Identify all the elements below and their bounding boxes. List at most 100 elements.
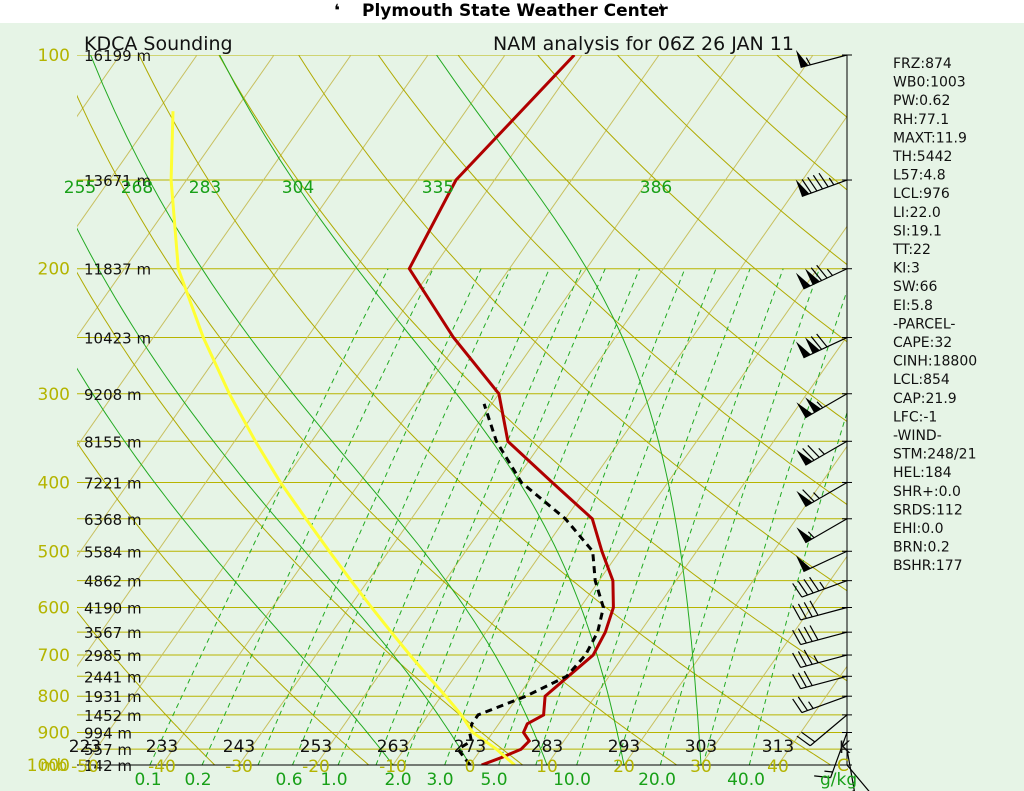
wind-barb-full <box>796 735 811 747</box>
wind-barb-full <box>812 174 824 190</box>
mixing-ratio-line <box>576 268 751 765</box>
dry-adiabat <box>218 55 847 682</box>
moist-adiabat <box>77 227 471 765</box>
theta-label: 268 <box>121 178 153 198</box>
wind-barb-flag <box>795 272 811 289</box>
wind-barb <box>792 600 852 621</box>
isotherm <box>238 55 737 765</box>
wind-barb-staff <box>805 393 848 419</box>
wind-barb-staff <box>800 654 848 669</box>
wind-barb-half <box>813 655 819 664</box>
kelvin-tick-label: 293 <box>608 737 640 757</box>
mixing-ratio-line <box>201 268 434 765</box>
wind-barb-staff <box>809 714 848 747</box>
wind-barb-full <box>809 576 820 592</box>
height-label: 13671 m <box>84 172 151 190</box>
temperature-tick-label: -40 <box>148 757 176 777</box>
wind-barbs <box>792 50 870 791</box>
index-item: LCL:976 <box>893 186 950 202</box>
mixing-ratio-line <box>498 268 686 765</box>
wind-barb-staff <box>801 695 848 714</box>
index-item: RH:77.1 <box>893 112 949 128</box>
isotherm <box>77 55 275 338</box>
wind-barb-half <box>819 581 825 590</box>
index-item: TH:5442 <box>892 149 952 165</box>
header-title: Plymouth State Weather Center <box>362 1 668 21</box>
kelvin-tick-label: 263 <box>377 737 409 757</box>
mixing-ratio-line <box>702 289 847 765</box>
wind-barb-flag <box>795 341 811 358</box>
theta-label: 335 <box>422 178 454 198</box>
wind-barb <box>792 649 852 669</box>
mixing-ratio-line <box>444 268 641 765</box>
dry-adiabat <box>77 441 370 765</box>
wind-barb-flag <box>796 490 813 507</box>
wind-barb-full <box>797 581 809 596</box>
pressure-tick-label: 200 <box>38 260 70 280</box>
height-label: 3567 m <box>84 624 142 642</box>
wind-barb-full <box>802 448 815 461</box>
wind-barb-full <box>797 603 807 619</box>
mixing-ratio-label: 1.0 <box>320 770 347 790</box>
mixing-ratio-line <box>375 268 583 765</box>
wind-barb <box>842 748 855 791</box>
dry-adiabat <box>138 55 832 765</box>
isotherm <box>700 555 847 765</box>
kelvin-tick-label: 223 <box>69 737 101 757</box>
mixing-ratio-label: 0.2 <box>184 770 211 790</box>
isotherm <box>77 55 506 668</box>
kelvin-tick-label: 243 <box>223 737 255 757</box>
wind-barb <box>792 625 852 646</box>
theta-label: 304 <box>282 178 314 198</box>
wind-barb-staff <box>800 631 848 646</box>
wind-barb-half <box>816 401 824 409</box>
index-item: CAP:21.9 <box>893 391 957 407</box>
wind-barb-half <box>818 447 825 455</box>
moist-adiabat <box>436 55 702 765</box>
wind-barb <box>795 264 852 290</box>
height-label: 7221 m <box>84 474 142 492</box>
temperature-tick-label: 30 <box>690 757 712 777</box>
wind-barb <box>796 518 852 544</box>
dry-adiabat <box>457 55 847 423</box>
wind-barb-full <box>810 267 823 281</box>
wind-barb <box>796 393 852 419</box>
index-item: PW:0.62 <box>893 93 950 109</box>
wind-barb-full <box>809 600 819 616</box>
pressure-tick-label: 700 <box>38 646 70 666</box>
temperature-tick-label: -10 <box>379 757 407 777</box>
wind-barb-full <box>792 605 802 621</box>
dry-adiabat <box>77 610 216 765</box>
wind-barb-staff <box>803 550 848 573</box>
index-item: EI:5.8 <box>893 298 933 314</box>
isotherm <box>77 55 352 448</box>
dewpoint-line <box>455 403 605 765</box>
wind-barb <box>796 440 852 466</box>
wind-barb-full <box>803 670 813 686</box>
wind-barb-full <box>816 333 828 348</box>
wind-barb <box>842 764 870 791</box>
wind-barb-staff <box>800 54 848 69</box>
wind-barb <box>814 732 852 779</box>
wind-barb-full <box>803 602 813 618</box>
wind-barb-half <box>828 177 835 186</box>
header: ❛ Plymouth State Weather Center ❛ <box>334 1 668 21</box>
isotherm <box>392 115 847 765</box>
wind-barb-flag <box>805 397 821 413</box>
index-item: SHR+:0.0 <box>893 484 961 500</box>
wind-barb-full <box>797 628 807 644</box>
wind-barb-full <box>792 652 802 668</box>
kelvin-tick-label: 273 <box>454 737 486 757</box>
index-item: L57:4.8 <box>893 168 946 184</box>
pressure-tick-label: 100 <box>38 46 70 66</box>
isotherm <box>623 445 847 765</box>
wind-barb-half <box>808 701 814 709</box>
kelvin-tick-label: 283 <box>531 737 563 757</box>
isotherm <box>315 55 814 765</box>
index-item: SI:19.1 <box>893 223 942 239</box>
index-item: WB0:1003 <box>893 75 966 91</box>
mixing-ratio-line <box>257 268 482 765</box>
kelvin-unit: K <box>839 738 851 758</box>
temperature-tick-label: 0 <box>465 757 476 777</box>
